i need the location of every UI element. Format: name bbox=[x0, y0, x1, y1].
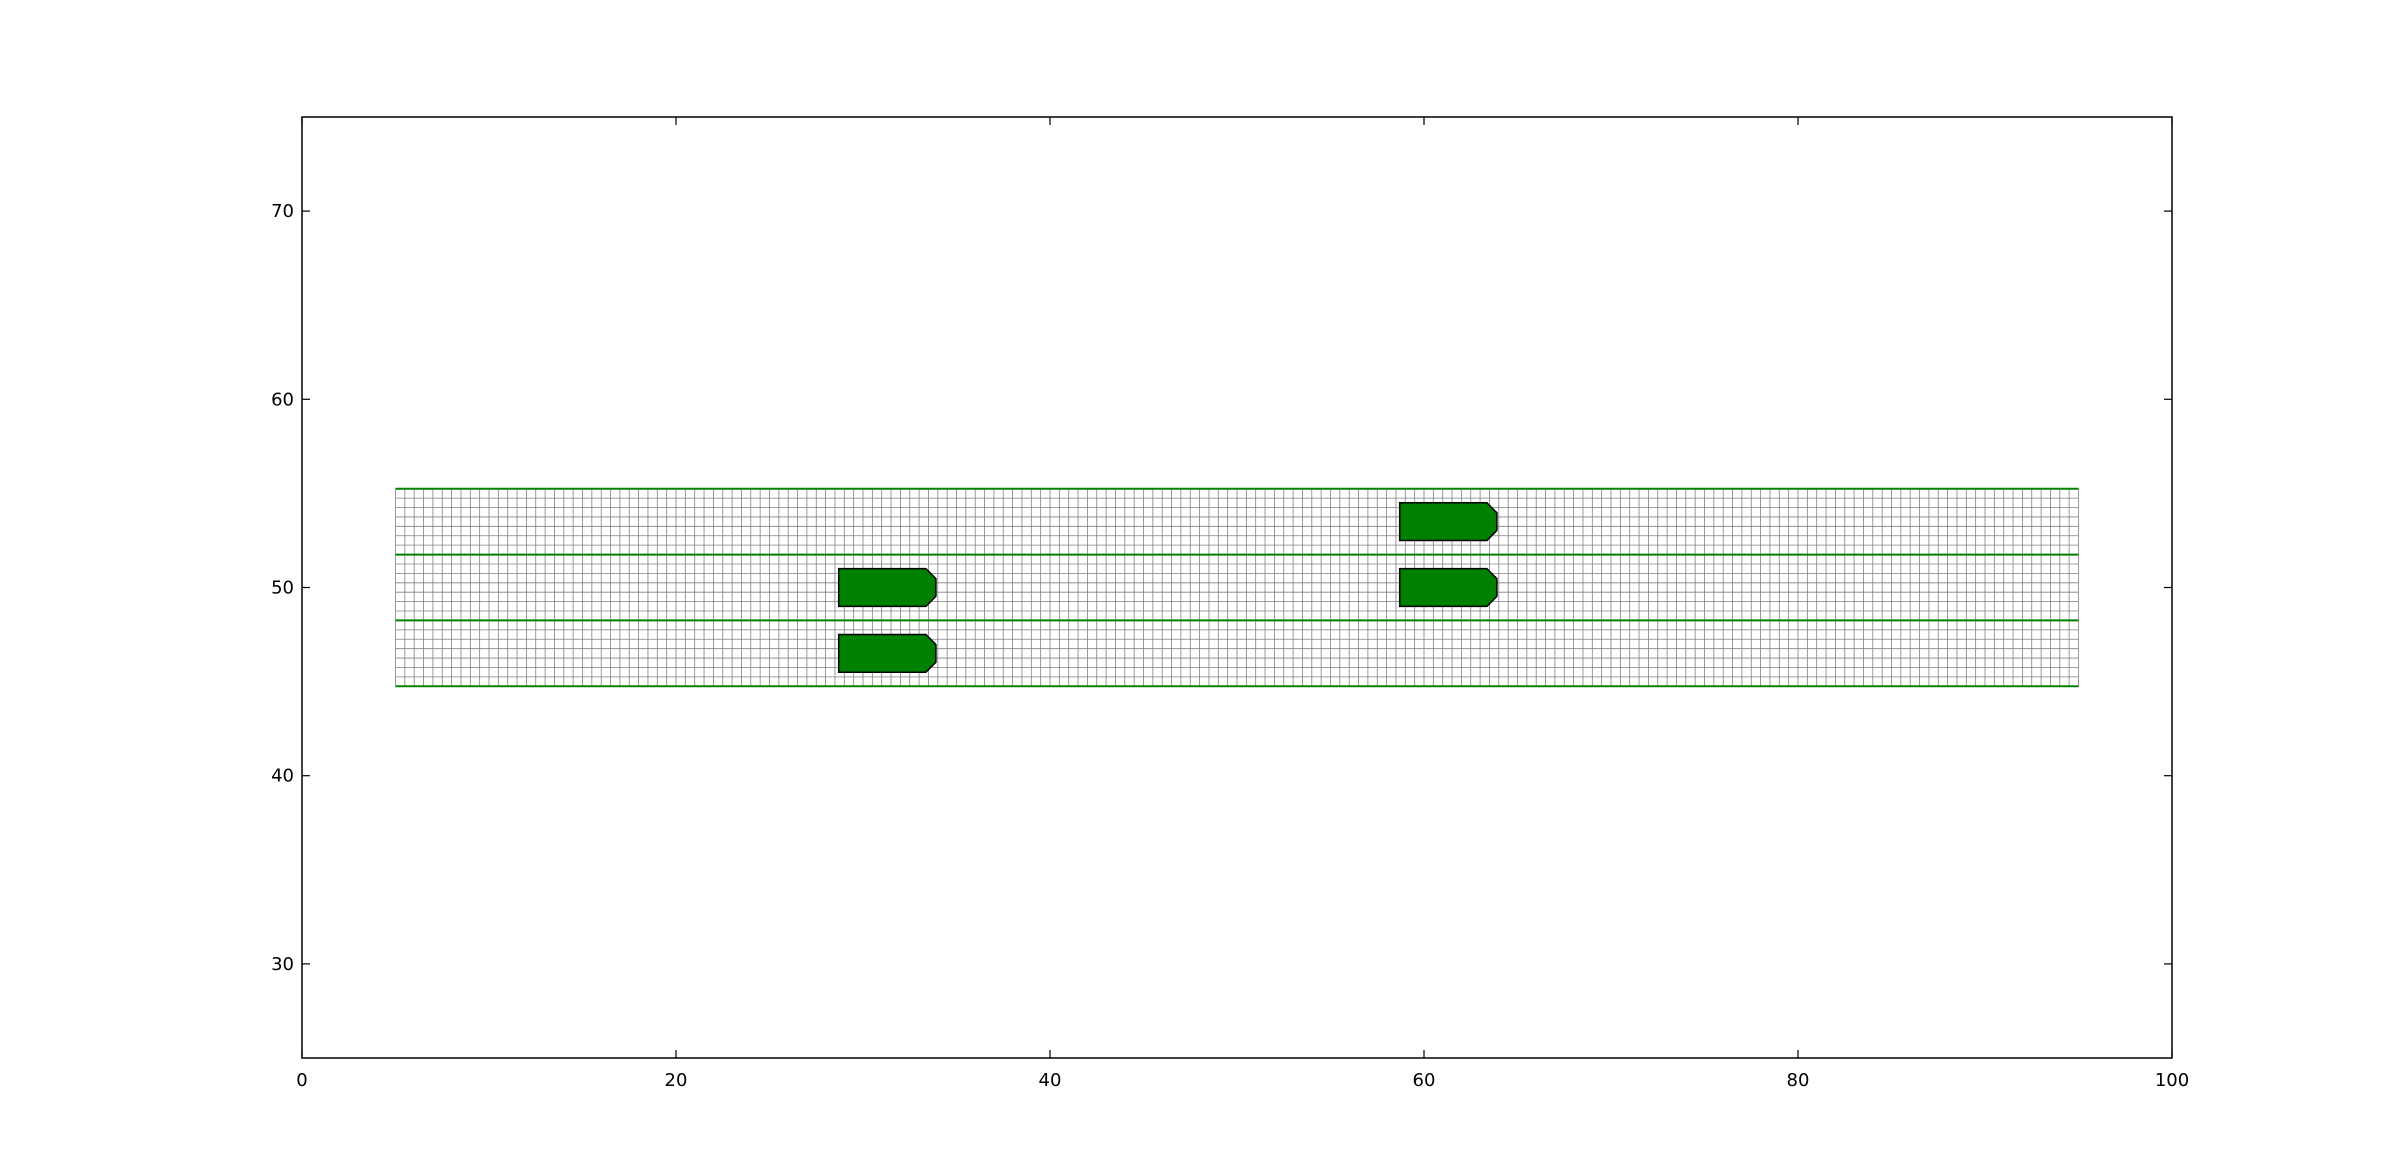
road-grid bbox=[395, 488, 2079, 687]
y-tick-label: 50 bbox=[271, 578, 294, 599]
vehicle bbox=[1398, 567, 1498, 608]
vehicle bbox=[837, 567, 937, 608]
vehicles bbox=[837, 502, 1498, 673]
y-axis-ticks: 30 40 50 60 70 bbox=[271, 201, 2172, 975]
x-tick-label: 40 bbox=[1039, 1070, 1062, 1091]
vehicle bbox=[837, 633, 937, 673]
y-tick-label: 70 bbox=[271, 201, 294, 222]
x-tick-label: 80 bbox=[1787, 1070, 1810, 1091]
x-axis-ticks: 0 20 40 60 80 100 bbox=[296, 117, 2189, 1091]
y-tick-label: 30 bbox=[271, 954, 294, 975]
x-tick-label: 20 bbox=[665, 1070, 688, 1091]
x-tick-label: 100 bbox=[2155, 1070, 2189, 1091]
y-tick-label: 60 bbox=[271, 389, 294, 410]
lane-lines bbox=[395, 487, 2079, 688]
x-tick-label: 0 bbox=[296, 1070, 307, 1091]
y-tick-label: 40 bbox=[271, 766, 294, 787]
vehicle bbox=[1398, 502, 1498, 542]
x-tick-label: 60 bbox=[1413, 1070, 1436, 1091]
